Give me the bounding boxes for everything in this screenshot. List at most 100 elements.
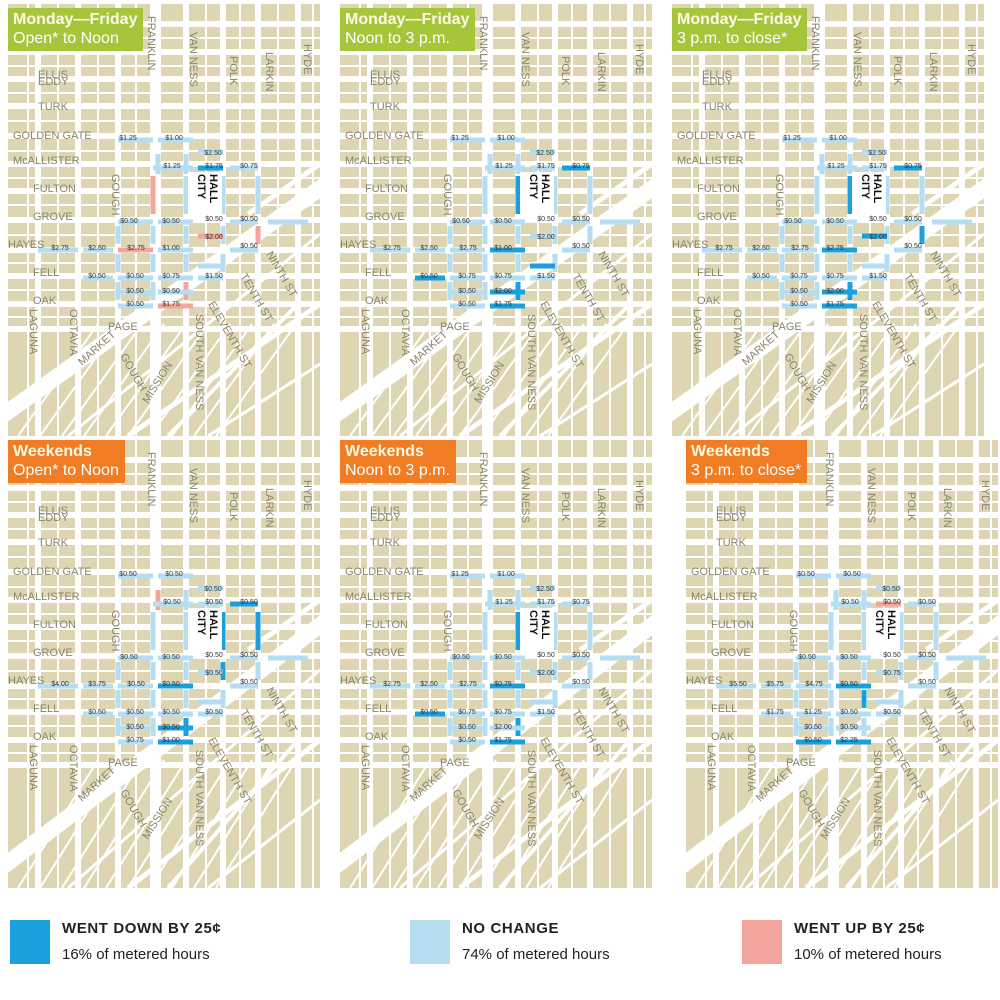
price-label: $1.25: [495, 599, 513, 606]
street-label: GOLDEN GATE: [345, 566, 424, 578]
price-label: $0.50: [126, 301, 144, 308]
price-label: $1.00: [829, 135, 847, 142]
price-label: $0.50: [205, 599, 223, 606]
legend-subtitle: 10% of metered hours: [794, 946, 942, 963]
street-label: FELL: [33, 703, 59, 715]
market-street: [672, 178, 984, 422]
price-label: $0.50: [458, 737, 476, 744]
legend-subtitle: 74% of metered hours: [462, 946, 610, 963]
diagonal-alley: [481, 759, 563, 888]
panel-header: Monday—Friday Noon to 3 p.m.: [340, 8, 476, 51]
price-label: $1.75: [205, 163, 223, 170]
price-label: $2.75: [791, 245, 809, 252]
street-label: GOUGH: [773, 174, 785, 216]
price-label: $0.50: [904, 243, 922, 250]
legend-swatch-down: [10, 920, 50, 964]
price-label: $0.50: [162, 654, 180, 661]
price-label: $1.25: [451, 135, 469, 142]
map-panel-weekend-midday: CITY HALL ELLIS EDDY TURK GOLDEN GATE McALLIST…: [340, 440, 652, 888]
price-label: $1.75: [494, 301, 512, 308]
diagonal-alley: [371, 759, 453, 888]
price-label: $0.50: [790, 301, 808, 308]
price-label: $1.25: [495, 163, 513, 170]
price-label: $0.50: [883, 709, 901, 716]
price-label: $1.50: [869, 273, 887, 280]
panel-header-day: Weekends: [13, 443, 92, 460]
price-label: $0.75: [458, 709, 476, 716]
price-label: $0.50: [826, 218, 844, 225]
diagonal-alley: [127, 323, 209, 436]
price-label: $1.75: [494, 737, 512, 744]
street-label: OAK: [697, 295, 721, 307]
street-label: HAYES: [8, 239, 44, 251]
panel-header: Weekends Noon to 3 p.m.: [340, 440, 456, 483]
panel-header: Weekends Open* to Noon: [8, 440, 125, 483]
street-label: OAK: [711, 731, 735, 743]
price-label: $0.50: [572, 679, 590, 686]
street-label: HYDE: [301, 480, 313, 511]
diagonal-alley: [791, 323, 873, 436]
diagonal-street: [885, 798, 998, 888]
street-label: HAYES: [340, 675, 376, 687]
legend-swatch-same: [410, 920, 450, 964]
city-hall-block: [852, 172, 886, 218]
street-label: HYDE: [633, 480, 645, 511]
street-label: OCTAVIA: [67, 309, 79, 356]
price-label: $0.50: [165, 571, 183, 578]
diagonal-street: [498, 738, 632, 888]
price-label: $1.00: [497, 135, 515, 142]
price-label: $0.50: [240, 679, 258, 686]
price-label: $0.50: [452, 218, 470, 225]
price-label: $1.50: [537, 709, 555, 716]
street-label: POLK: [559, 56, 571, 86]
street-label: FRANKLIN: [809, 16, 821, 70]
street-label: PAGE: [772, 321, 802, 333]
price-label: $1.00: [494, 245, 512, 252]
street-label: VAN NESS: [865, 468, 877, 523]
price-label: $0.50: [918, 599, 936, 606]
price-label: $1.00: [165, 135, 183, 142]
city-hall-block: [188, 172, 222, 218]
diagonal-alley: [783, 759, 865, 888]
diagonal-alley: [481, 323, 563, 436]
price-label: $0.50: [804, 737, 822, 744]
street-label: FRANKLIN: [477, 452, 489, 506]
diagonal-street: [207, 362, 320, 436]
street-label: McALLISTER: [345, 155, 412, 167]
diagonal-alley: [437, 759, 519, 888]
price-label: $0.50: [205, 652, 223, 659]
price-label: $0.50: [784, 218, 802, 225]
price-label: $0.50: [494, 654, 512, 661]
price-label: $1.25: [783, 135, 801, 142]
price-label: $1.25: [163, 163, 181, 170]
street-label: GOUGH: [441, 610, 453, 652]
panel-header-day: Weekends: [345, 443, 424, 460]
price-label: $2.50: [420, 245, 438, 252]
price-label: $0.50: [572, 652, 590, 659]
city-hall-block: [866, 608, 900, 654]
panel-header: Weekends 3 p.m. to close*: [686, 440, 808, 483]
street-label: OAK: [365, 295, 389, 307]
street-label: ELEVENTH ST: [537, 300, 585, 371]
street-label: OCTAVIA: [745, 745, 757, 792]
street-label: HAYES: [340, 239, 376, 251]
diagonal-alley: [503, 323, 585, 436]
hall-label: HALL: [207, 610, 219, 640]
price-label: $1.75: [869, 163, 887, 170]
city-label: CITY: [195, 610, 207, 636]
diagonal-alley: [805, 759, 887, 888]
street-label: FRANKLIN: [823, 452, 835, 506]
street-label: LAGUNA: [691, 309, 703, 355]
price-label: $0.75: [494, 273, 512, 280]
diagonal-alley: [127, 759, 209, 888]
diagonal-alley: [813, 323, 895, 436]
price-label: $0.50: [162, 724, 180, 731]
diagonal-alley: [879, 323, 961, 436]
price-label: $0.50: [126, 724, 144, 731]
price-label: $0.50: [798, 654, 816, 661]
street-label: EDDY: [716, 512, 747, 524]
